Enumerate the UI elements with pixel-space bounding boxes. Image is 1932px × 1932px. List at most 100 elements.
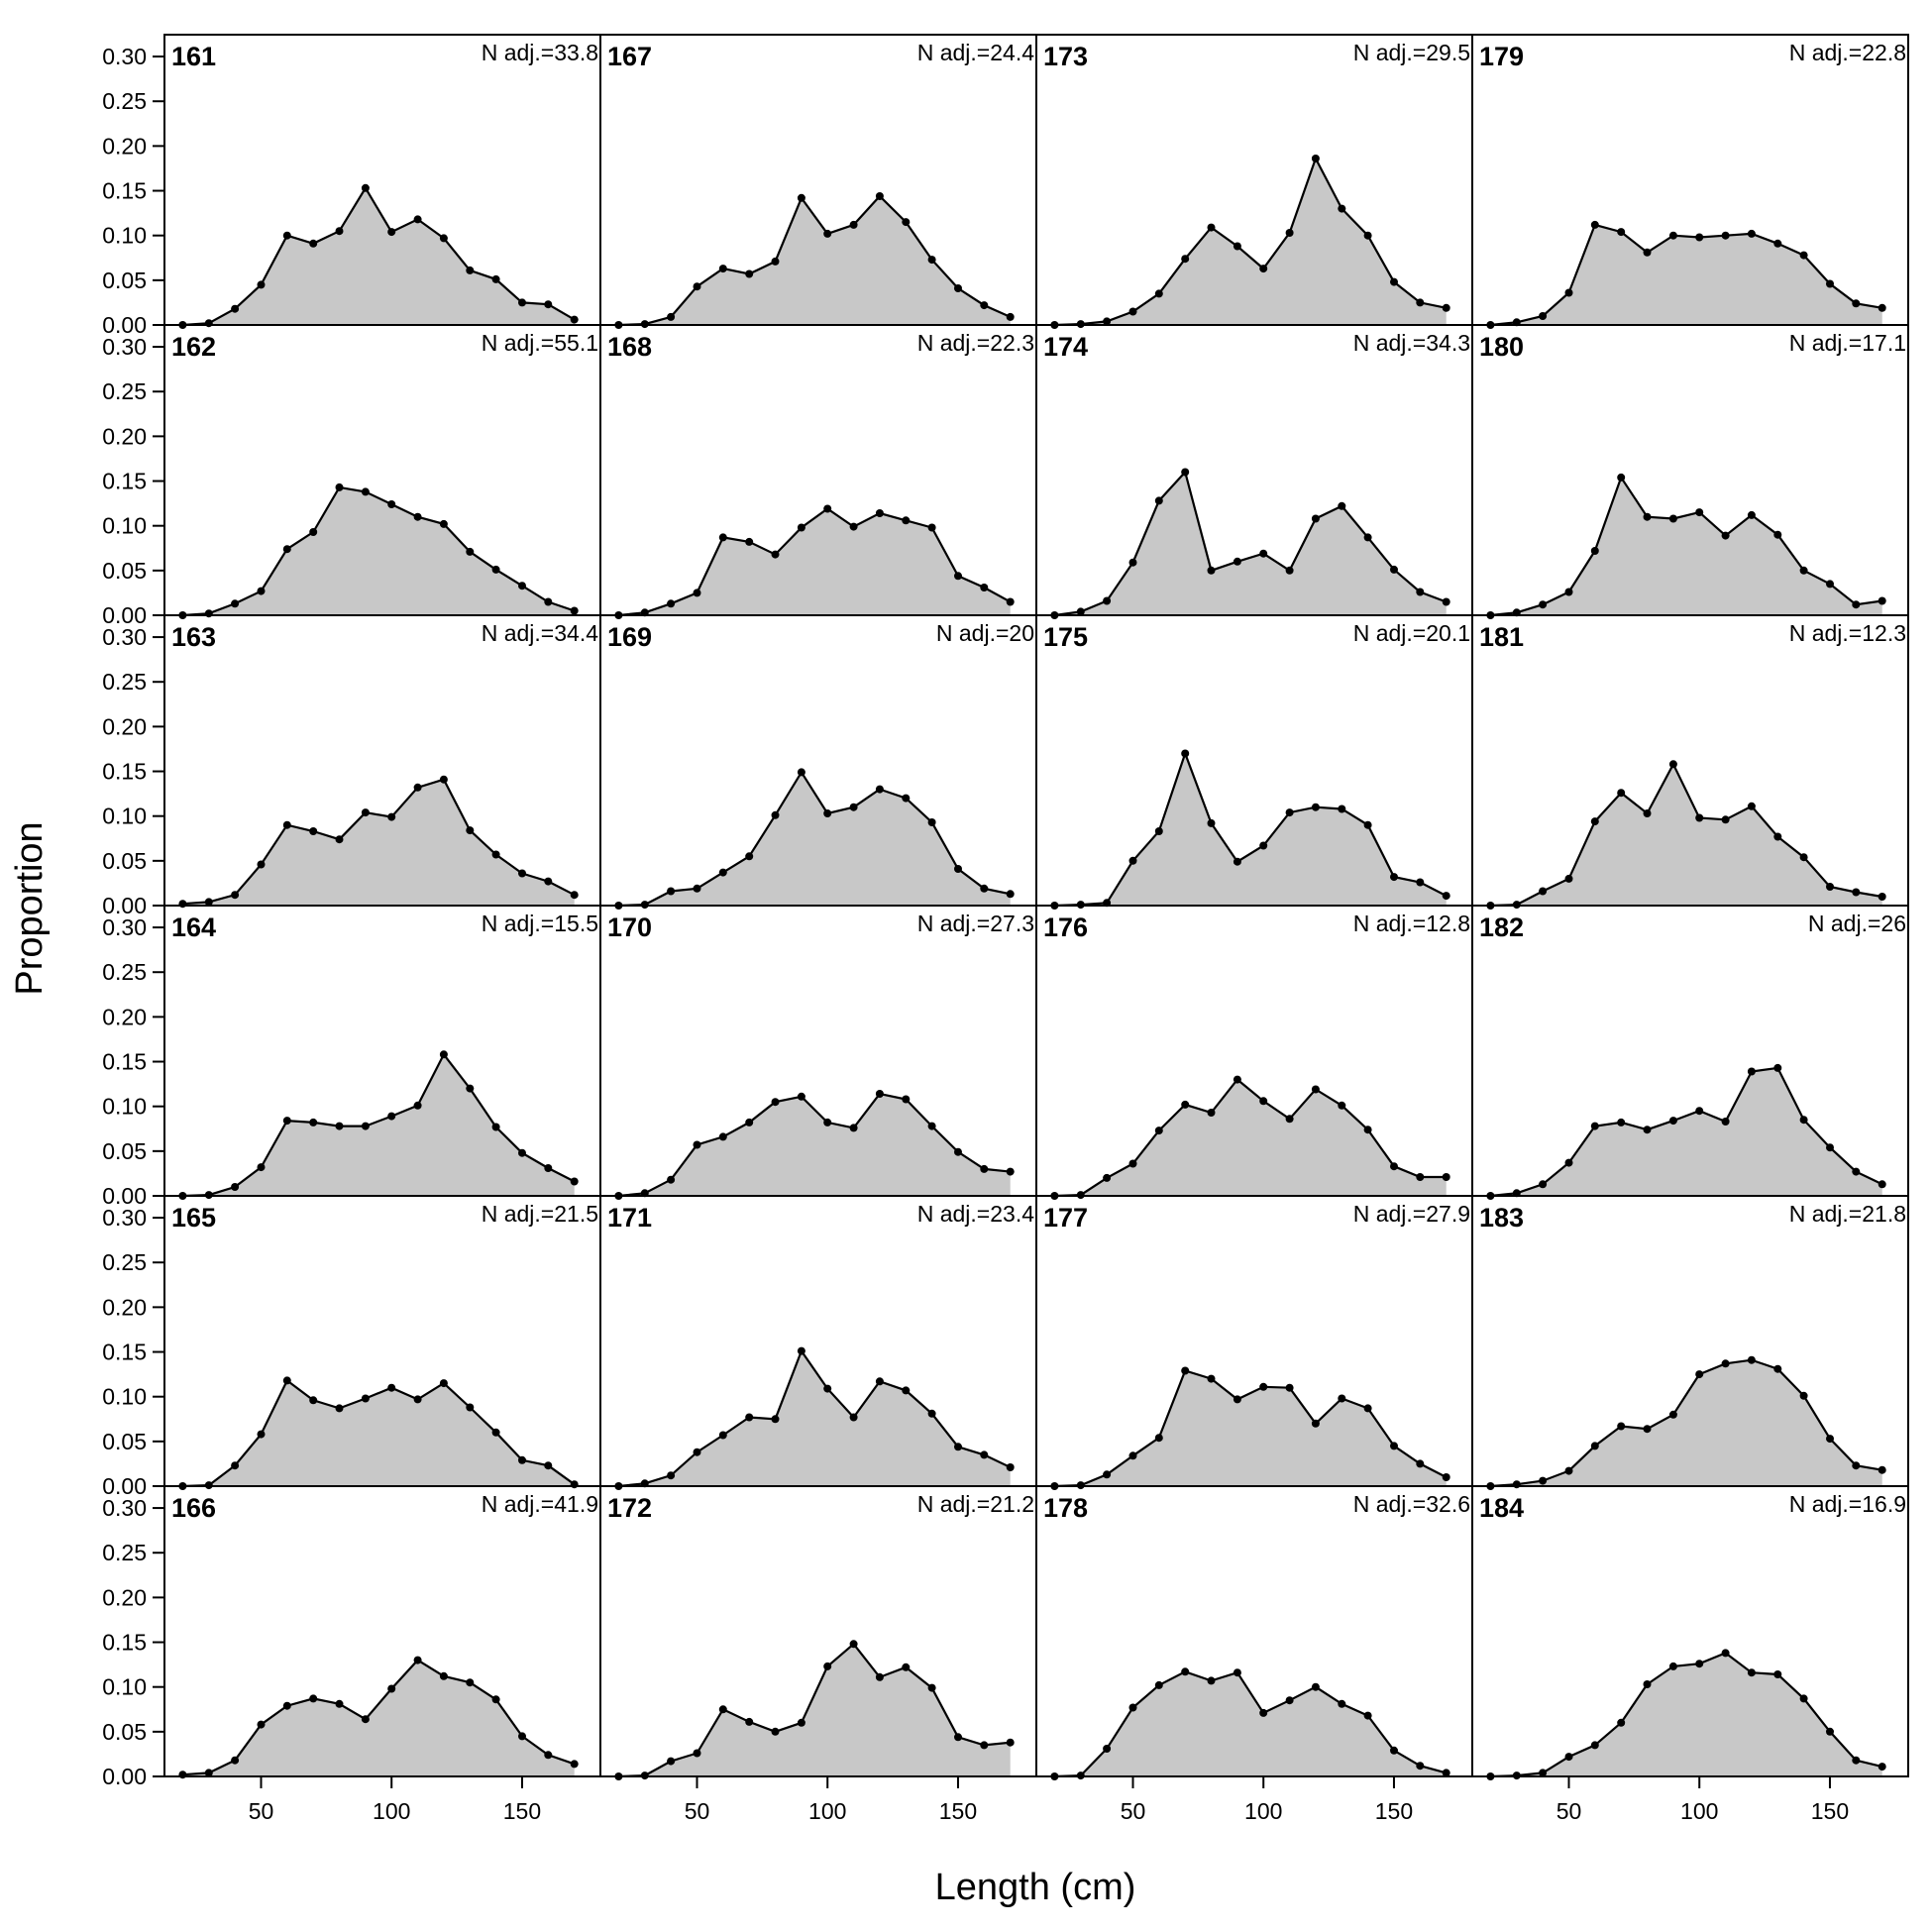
data-point xyxy=(1643,1680,1652,1688)
area-fill xyxy=(618,1094,1011,1196)
data-point xyxy=(745,1118,754,1127)
area-fill xyxy=(1490,1359,1882,1486)
series-line xyxy=(1054,470,1448,617)
data-point xyxy=(902,1663,911,1671)
panel-178: 178 N adj.=32.6 xyxy=(1035,1485,1473,1780)
area-fill xyxy=(1054,1370,1447,1486)
data-point xyxy=(954,284,962,292)
panel-173: 173 N adj.=29.5 xyxy=(1035,34,1473,329)
data-point xyxy=(1539,312,1548,320)
data-point xyxy=(1338,805,1346,813)
data-point xyxy=(771,1415,780,1424)
data-point xyxy=(1539,887,1548,896)
area-fill xyxy=(618,1644,1011,1776)
data-point xyxy=(518,298,526,307)
y-tick-label: 0.20 xyxy=(102,1584,147,1610)
panel-label: 178 xyxy=(1043,1493,1088,1523)
data-point xyxy=(1539,1476,1548,1485)
data-point xyxy=(849,803,858,811)
data-point xyxy=(771,257,780,266)
data-point xyxy=(980,884,989,893)
data-point xyxy=(1826,279,1834,288)
data-point xyxy=(1564,1158,1573,1167)
data-point xyxy=(439,1379,448,1388)
data-point xyxy=(797,1718,805,1727)
data-point xyxy=(1363,1404,1372,1413)
sample-size-label: N adj.=27.9 xyxy=(1353,1201,1470,1227)
x-tick-label: 150 xyxy=(1375,1798,1413,1824)
data-point xyxy=(1285,1696,1294,1705)
data-point xyxy=(1154,827,1163,835)
area-fill xyxy=(618,1350,1011,1486)
data-point xyxy=(309,1118,318,1127)
y-tick-label: 0.10 xyxy=(102,223,147,249)
data-point xyxy=(387,228,396,237)
data-point xyxy=(1233,242,1241,251)
data-point xyxy=(282,545,291,554)
data-point xyxy=(1006,597,1015,606)
panel-183: 183 N adj.=21.8 xyxy=(1471,1195,1909,1490)
y-tick-label: 0.25 xyxy=(102,378,147,404)
sample-size-label: N adj.=20.1 xyxy=(1353,620,1470,646)
data-point xyxy=(797,768,805,777)
data-point xyxy=(1721,531,1730,540)
area-fill xyxy=(182,779,575,906)
data-point xyxy=(387,1112,396,1121)
data-point xyxy=(570,315,579,324)
data-point xyxy=(1826,1143,1834,1152)
data-point xyxy=(1643,809,1652,817)
data-point xyxy=(1311,155,1320,162)
x-axes: 50 100 150 50 100 150 50 100 150 50 100 150 xyxy=(249,1776,1849,1824)
data-point xyxy=(335,483,344,491)
series-line xyxy=(1054,1670,1447,1778)
data-point xyxy=(335,835,344,844)
data-point xyxy=(797,1346,805,1355)
data-point xyxy=(1564,874,1573,883)
y-tick-label: 0.30 xyxy=(102,1495,147,1521)
data-point xyxy=(927,1409,936,1418)
series-line xyxy=(618,1092,1011,1198)
data-point xyxy=(1311,1682,1320,1691)
data-point xyxy=(1416,878,1425,887)
data-point xyxy=(361,1715,370,1724)
data-point xyxy=(1564,1466,1573,1475)
y-tick-label: 0.10 xyxy=(102,513,147,539)
panel-label: 166 xyxy=(171,1493,216,1523)
data-point xyxy=(491,1428,500,1437)
sample-size-label: N adj.=34.4 xyxy=(482,620,598,646)
data-point xyxy=(1668,1662,1677,1670)
data-point xyxy=(1363,231,1372,240)
panel-label: 174 xyxy=(1043,332,1088,362)
data-point xyxy=(361,183,370,192)
data-point xyxy=(1128,1451,1137,1460)
data-point xyxy=(1747,1355,1756,1364)
data-point xyxy=(797,1092,805,1101)
data-point xyxy=(849,522,858,531)
data-point xyxy=(1564,288,1573,297)
data-point xyxy=(1259,1708,1268,1717)
data-point xyxy=(927,523,936,532)
area-fill xyxy=(182,187,575,325)
data-point xyxy=(1128,1159,1137,1168)
data-point xyxy=(718,533,727,542)
data-point xyxy=(849,1124,858,1132)
data-point xyxy=(1207,818,1216,827)
y-tick-label: 0.15 xyxy=(102,759,147,785)
y-tick-label: 0.15 xyxy=(102,1049,147,1075)
data-point xyxy=(1826,580,1834,589)
data-point xyxy=(204,898,213,907)
panel-grid: 161 N adj.=33.8 162 N adj.=55.1 163 N adj.=34… xyxy=(163,34,1909,1780)
data-point xyxy=(1878,596,1886,605)
data-point xyxy=(1539,1769,1548,1777)
data-point xyxy=(439,519,448,528)
data-point xyxy=(1799,566,1808,575)
data-point xyxy=(231,1461,240,1470)
data-point xyxy=(1416,1762,1425,1771)
data-point xyxy=(1285,1115,1294,1124)
data-point xyxy=(1826,1435,1834,1444)
data-point xyxy=(466,547,475,556)
data-point xyxy=(544,877,553,886)
data-point xyxy=(1799,1116,1808,1125)
y-tick-label: 0.10 xyxy=(102,1094,147,1120)
data-point xyxy=(875,1090,884,1098)
